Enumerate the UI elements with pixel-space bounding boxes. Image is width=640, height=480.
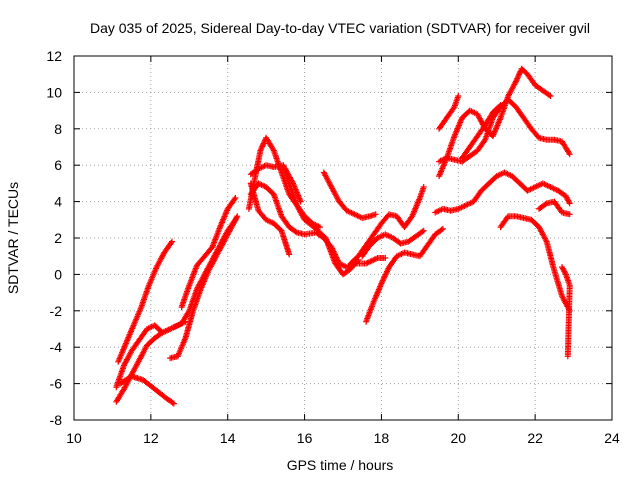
y-tick-label: 0 bbox=[54, 266, 62, 282]
series-sat-o bbox=[347, 184, 427, 267]
point-markers bbox=[436, 65, 554, 180]
point-markers bbox=[320, 169, 379, 221]
x-tick-label: 18 bbox=[374, 430, 390, 446]
series-sat-q bbox=[436, 65, 554, 180]
chart-title: Day 035 of 2025, Sidereal Day-to-day VTE… bbox=[90, 20, 590, 36]
x-tick-label: 22 bbox=[527, 430, 543, 446]
series-sat-p bbox=[359, 227, 427, 260]
series-sat-r bbox=[436, 93, 462, 132]
point-markers bbox=[497, 213, 573, 314]
series-sat-s bbox=[436, 96, 573, 165]
y-axis-label: SDTVAR / TECUs bbox=[5, 182, 21, 294]
y-tick-label: -6 bbox=[50, 376, 63, 392]
x-tick-label: 12 bbox=[143, 430, 159, 446]
point-markers bbox=[436, 96, 573, 165]
point-markers bbox=[459, 102, 504, 161]
x-tick-label: 20 bbox=[450, 430, 466, 446]
series-sat-m bbox=[320, 169, 379, 221]
grid-lines bbox=[74, 56, 612, 420]
series-sat-w bbox=[536, 198, 573, 218]
point-markers bbox=[359, 227, 427, 260]
point-markers bbox=[347, 184, 427, 267]
x-tick-label: 24 bbox=[604, 430, 620, 446]
series-sat-e bbox=[167, 213, 241, 362]
point-markers bbox=[115, 238, 175, 365]
x-tick-label: 14 bbox=[220, 430, 236, 446]
data-points bbox=[113, 65, 573, 407]
point-markers bbox=[559, 264, 573, 360]
y-tick-label: 6 bbox=[54, 157, 62, 173]
point-markers bbox=[282, 165, 304, 205]
y-tick-label: 2 bbox=[54, 230, 62, 246]
x-tick-label: 16 bbox=[297, 430, 313, 446]
series-sat-n bbox=[363, 225, 446, 325]
y-tick-label: -4 bbox=[50, 339, 63, 355]
point-markers bbox=[436, 93, 462, 132]
series-sat-a bbox=[115, 238, 175, 365]
series-sat-f bbox=[178, 195, 239, 311]
x-axis-label: GPS time / hours bbox=[287, 457, 394, 473]
point-markers bbox=[432, 169, 573, 216]
series-sat-x bbox=[559, 264, 573, 360]
y-tick-label: -8 bbox=[50, 412, 63, 428]
y-tick-label: 8 bbox=[54, 121, 62, 137]
y-tick-labels: -8 -6 -4 -2 0 2 4 6 8 10 12 bbox=[46, 48, 62, 428]
series-sat-u bbox=[432, 169, 573, 216]
series-sat-l bbox=[282, 165, 304, 205]
x-tick-labels: 10 12 14 16 18 20 22 24 bbox=[66, 430, 620, 446]
point-markers bbox=[178, 195, 239, 311]
series-sat-d bbox=[113, 326, 174, 405]
series-sat-k bbox=[247, 180, 293, 258]
y-tick-label: -2 bbox=[50, 303, 63, 319]
point-markers bbox=[247, 180, 293, 258]
x-tick-label: 10 bbox=[66, 430, 82, 446]
y-tick-label: 4 bbox=[54, 194, 62, 210]
axis-ticks bbox=[73, 55, 613, 421]
point-markers bbox=[167, 213, 241, 362]
series-sat-t bbox=[459, 102, 504, 161]
y-tick-label: 10 bbox=[46, 84, 62, 100]
series-sat-v bbox=[497, 213, 573, 314]
point-markers bbox=[170, 216, 239, 331]
point-markers bbox=[363, 225, 446, 325]
point-markers bbox=[536, 198, 573, 218]
series-sat-g bbox=[170, 216, 239, 331]
y-tick-label: 12 bbox=[46, 48, 62, 64]
point-markers bbox=[113, 326, 174, 405]
